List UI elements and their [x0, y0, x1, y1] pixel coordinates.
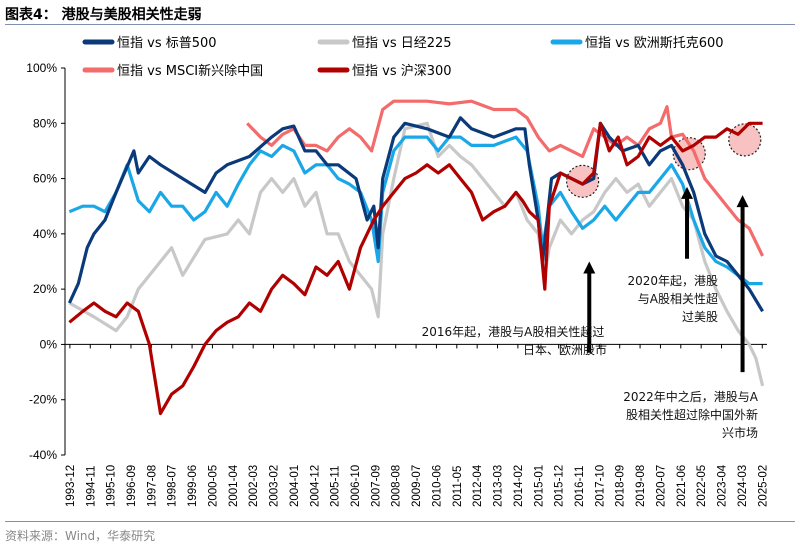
y-tick-label: 60%: [33, 172, 57, 186]
x-tick-label: 2012-04: [472, 464, 484, 507]
highlight-circle: [566, 164, 600, 198]
x-tick-label: 2001-04: [228, 464, 240, 507]
y-tick-label: 0%: [40, 337, 58, 351]
x-tick-label: 2005-11: [330, 466, 342, 507]
series-line-1: [68, 121, 765, 387]
x-tick-label: 2020-07: [655, 465, 667, 507]
y-tick-label: 80%: [33, 116, 57, 130]
annotation-2016: 2016年起，港股与A股相关性超过 日本、欧洲股市: [421, 325, 607, 357]
bottom-divider: [5, 521, 795, 522]
x-tick-label: 2004-01: [289, 465, 301, 507]
y-tick-label: 40%: [33, 227, 57, 241]
x-tick-label: 2004-12: [309, 465, 321, 507]
x-tick-label: 2007-09: [370, 465, 382, 507]
top-divider: [5, 24, 795, 25]
annotation-arrow-head: [681, 186, 694, 199]
series-line-4: [68, 121, 763, 416]
x-tick-label: 2014-02: [513, 465, 525, 507]
x-tick-label: 1996-09: [126, 465, 138, 507]
x-tick-label: 1995-10: [106, 465, 118, 507]
x-tick-label: 2018-09: [615, 465, 627, 507]
x-tick-label: 2015-01: [533, 465, 545, 507]
x-tick-label: 1994-11: [85, 466, 97, 507]
x-tick-label: 1998-07: [167, 465, 179, 507]
y-tick-label: 20%: [33, 282, 57, 296]
x-tick-label: 2017-10: [594, 465, 606, 507]
y-tick-label: -40%: [29, 448, 57, 462]
annotation-2022: 2022年中之后，港股与A 股相关性超过除中国外新 兴市场: [623, 390, 758, 440]
x-tick-label: 1997-08: [146, 465, 158, 507]
x-tick-label: 2019-08: [635, 465, 647, 507]
x-tick-label: 2011-05: [452, 466, 464, 507]
x-tick-label: 1999-06: [187, 465, 199, 507]
x-tick-label: 2015-12: [554, 465, 566, 507]
legend-label: 恒指 vs 标普500: [117, 36, 217, 51]
legend-label: 恒指 vs MSCI新兴除中国: [117, 63, 263, 79]
y-tick-label: 100%: [26, 61, 57, 75]
x-tick-label: 2008-08: [391, 465, 403, 507]
x-tick-label: 2025-02: [757, 465, 769, 507]
annotation-arrow-head: [583, 261, 596, 274]
x-tick-label: 2021-06: [676, 465, 688, 507]
x-tick-label: 2010-06: [431, 465, 443, 507]
series-line-0: [67, 116, 764, 313]
x-tick-label: 2003-02: [269, 465, 281, 507]
legend-label: 恒指 vs 沪深300: [352, 63, 452, 79]
x-tick-label: 2009-07: [411, 465, 423, 507]
figure-title: 图表4： 港股与美股相关性走弱: [5, 7, 202, 23]
annotation-2020: 2020年起，港股 与A股相关性超 过美股: [627, 274, 718, 324]
x-tick-label: 2013-03: [493, 465, 505, 507]
series-line-2: [68, 135, 763, 286]
x-tick-label: 2023-04: [717, 464, 729, 507]
x-tick-label: 2006-10: [350, 465, 362, 507]
x-tick-label: 2002-03: [248, 465, 260, 507]
series-line-3: [246, 99, 765, 257]
x-tick-label: 2016-11: [574, 466, 586, 507]
x-tick-label: 2000-05: [207, 465, 219, 507]
x-tick-label: 1993-12: [65, 465, 77, 507]
annotation-arrow-head: [736, 195, 749, 208]
source-note: 资料来源：Wind，华泰研究: [5, 529, 156, 543]
x-tick-label: 2022-05: [696, 465, 708, 507]
x-tick-label: 2024-03: [737, 465, 749, 507]
legend-label: 恒指 vs 日经225: [352, 36, 452, 51]
y-tick-label: -20%: [29, 393, 57, 407]
legend-label: 恒指 vs 欧洲斯托克600: [585, 36, 724, 51]
